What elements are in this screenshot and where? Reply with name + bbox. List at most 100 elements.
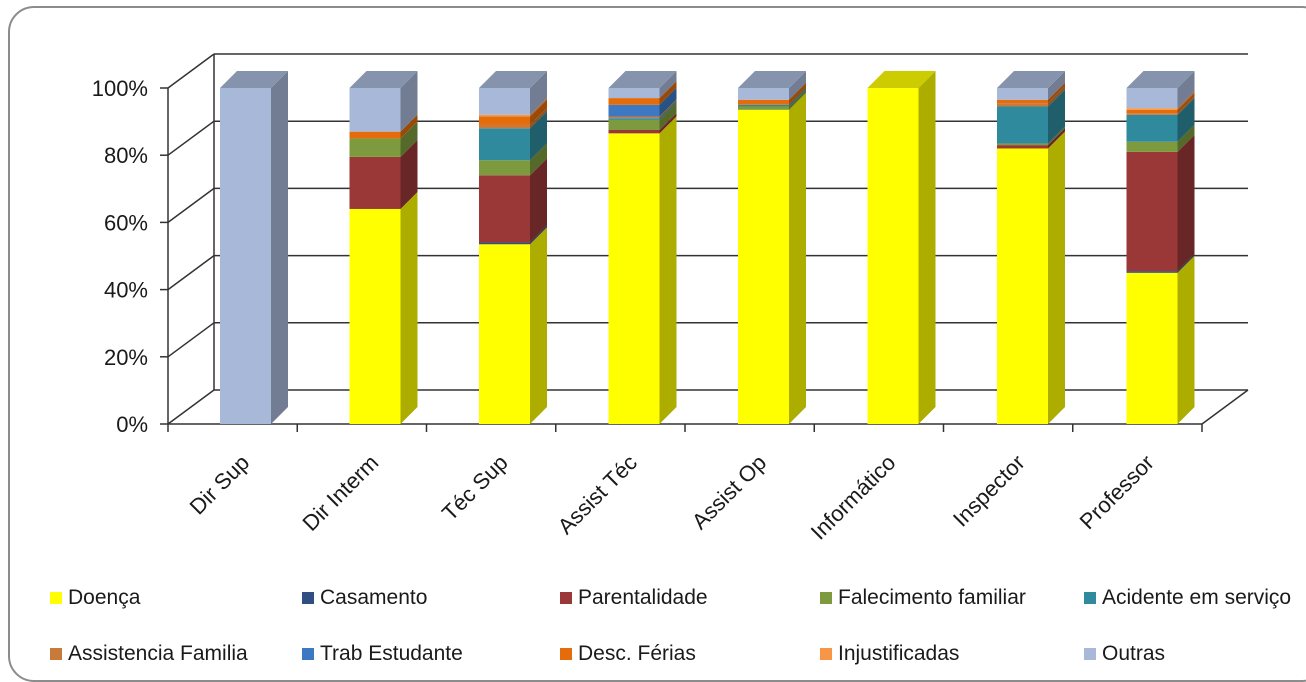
y-tick-label: 20% bbox=[104, 345, 148, 370]
bar-segment bbox=[1126, 271, 1178, 273]
bar-segment-side bbox=[530, 143, 547, 176]
bar-segment-side bbox=[400, 121, 418, 157]
bar-segment-side bbox=[659, 71, 677, 99]
bar-segment bbox=[608, 133, 660, 425]
bar-segment bbox=[479, 116, 530, 125]
bar-segment-side bbox=[1177, 92, 1195, 114]
bar-segment bbox=[479, 88, 530, 115]
bar-segment bbox=[479, 242, 530, 245]
bar-segment bbox=[1126, 108, 1178, 110]
bar-segment bbox=[479, 175, 530, 243]
y-tick-label: 0% bbox=[116, 412, 148, 437]
bar-segment bbox=[479, 160, 530, 176]
bar-segment-side bbox=[530, 111, 547, 161]
bar-segment-side bbox=[530, 107, 547, 129]
bar-segment-side bbox=[659, 87, 677, 117]
bar-segment-side bbox=[1048, 71, 1065, 100]
wall-diagonal bbox=[167, 53, 215, 89]
x-category-label: Assist Op bbox=[687, 450, 771, 534]
x-category-label: Professor bbox=[1075, 450, 1159, 534]
bar-segment-side bbox=[1177, 255, 1195, 424]
bar-segment bbox=[997, 88, 1048, 100]
bar-segment bbox=[608, 119, 660, 130]
bar-segment-side bbox=[530, 99, 547, 125]
bar-segment bbox=[1126, 272, 1178, 424]
bar-segment bbox=[608, 130, 660, 134]
bar-top bbox=[220, 71, 288, 88]
y-tick-label: 60% bbox=[104, 210, 148, 235]
bar-segment-side bbox=[1048, 89, 1065, 144]
bar-segment-side bbox=[1048, 131, 1065, 425]
bar-group bbox=[608, 71, 677, 425]
wall-diagonal bbox=[167, 322, 215, 358]
wall-diagonal bbox=[167, 187, 215, 224]
bar-segment-side bbox=[271, 71, 288, 424]
x-category-label: Dir Sup bbox=[185, 450, 255, 520]
floor-edge bbox=[1201, 389, 1249, 425]
bar-top bbox=[1126, 71, 1195, 88]
bar-segment bbox=[608, 116, 660, 119]
bar-segment-side bbox=[1177, 91, 1195, 110]
bar-segment-side bbox=[1177, 124, 1195, 152]
bar-segment-side bbox=[530, 158, 547, 243]
bar-segment bbox=[220, 88, 271, 424]
bar-segment bbox=[997, 143, 1048, 146]
bar-segment bbox=[738, 109, 789, 424]
bar-segment-side bbox=[530, 227, 547, 424]
bar-top bbox=[867, 71, 936, 88]
x-category-label: Téc Sup bbox=[437, 450, 513, 526]
bar-segment bbox=[349, 156, 401, 209]
bar-segment bbox=[608, 118, 660, 120]
bar-segment bbox=[479, 124, 530, 129]
bar-segment-side bbox=[789, 71, 806, 100]
bar-segment-side bbox=[1048, 86, 1065, 107]
bar-segment-side bbox=[789, 87, 806, 107]
bar-segment-side bbox=[1177, 71, 1195, 109]
bar-segment bbox=[1126, 151, 1178, 272]
bar-segment-side bbox=[918, 71, 936, 424]
bar-segment-side bbox=[530, 225, 547, 245]
bar-segment bbox=[479, 128, 530, 161]
bar-top bbox=[479, 71, 547, 88]
bar-segment-side bbox=[659, 113, 677, 134]
bar-segment bbox=[738, 106, 789, 110]
bar-segment bbox=[1126, 88, 1178, 109]
bar-segment-side bbox=[400, 71, 418, 132]
bars bbox=[220, 71, 1195, 425]
bar-segment bbox=[997, 145, 1048, 149]
bar-segment-side bbox=[1177, 97, 1195, 142]
wall-diagonal bbox=[167, 254, 215, 291]
bar-segment-side bbox=[659, 101, 677, 120]
bar-segment-side bbox=[1048, 82, 1065, 104]
bar-top bbox=[608, 71, 677, 88]
bar-segment-side bbox=[789, 82, 806, 105]
bar-segment bbox=[1126, 113, 1178, 115]
bar-top bbox=[349, 71, 418, 88]
bar-segment bbox=[738, 104, 789, 107]
y-tick-label: 80% bbox=[104, 143, 148, 168]
bar-segment bbox=[1126, 114, 1178, 142]
bar-group bbox=[997, 71, 1065, 425]
wall-diagonal bbox=[167, 389, 215, 425]
bar-segment bbox=[997, 148, 1048, 425]
x-category-label: Informático bbox=[806, 450, 901, 545]
x-category-label: Assist Téc bbox=[553, 450, 642, 539]
bar-segment-side bbox=[659, 99, 677, 119]
bar-segment-side bbox=[789, 89, 806, 110]
y-tick-label: 100% bbox=[92, 76, 148, 101]
bar-segment bbox=[349, 131, 401, 139]
bar-segment-side bbox=[530, 97, 547, 117]
bar-top bbox=[738, 71, 806, 88]
bar-segment-side bbox=[400, 114, 418, 139]
bar-segment bbox=[1126, 109, 1178, 114]
x-category-label: Inspector bbox=[948, 450, 1030, 532]
bar-segment-side bbox=[1048, 126, 1065, 146]
bar-segment-side bbox=[400, 139, 418, 209]
bar-segment bbox=[608, 98, 660, 105]
bar-segment bbox=[479, 114, 530, 117]
bar-group bbox=[1126, 71, 1195, 424]
bar-group bbox=[867, 71, 936, 424]
bar-top bbox=[997, 71, 1065, 88]
bar-segment bbox=[1126, 141, 1178, 152]
